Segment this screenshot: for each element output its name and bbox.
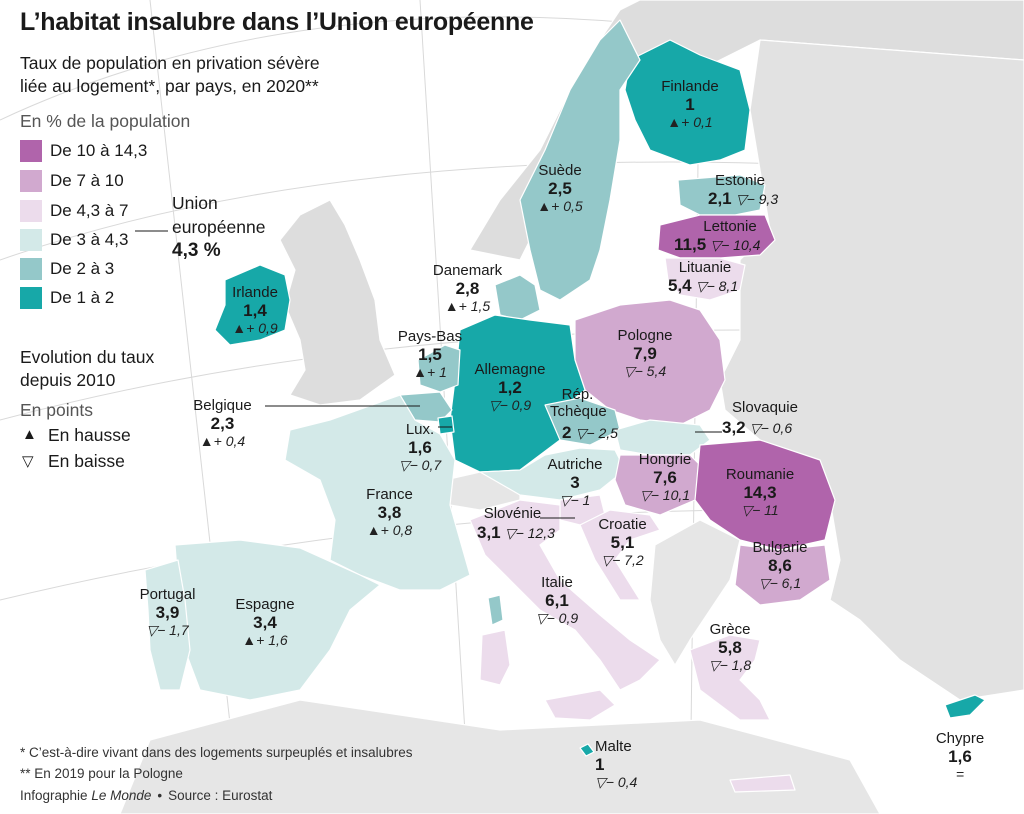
value-lettonie: 11,5 ▽− 10,4 — [674, 235, 761, 254]
label-belgique: Belgique 2,3 ▲+ 0,4 — [193, 397, 252, 449]
estonie-shape — [677, 174, 766, 216]
label-espagne: Espagne 3,4 ▲+ 1,6 — [235, 596, 295, 648]
legend-class-6: De 1 à 2 — [20, 287, 114, 309]
label-chypre: Chypre 1,6 = — [935, 730, 985, 782]
label-lettonie: Lettonie — [703, 218, 757, 235]
legend-class-3: De 4,3 à 7 — [20, 200, 128, 222]
evolution-line1: Evolution du taux — [20, 347, 155, 367]
lettonie-shape — [657, 214, 776, 259]
legend-class-2: De 7 à 10 — [20, 170, 124, 192]
legend-class-1: De 10 à 14,3 — [20, 140, 147, 162]
lux-shape — [437, 415, 455, 435]
grece-shape — [689, 634, 771, 721]
label-portugal: Portugal 3,9 ▽− 1,7 — [139, 586, 196, 638]
value-slovenie: 3,1 ▽− 12,3 — [477, 523, 555, 542]
eu-label-line1: Union — [172, 193, 218, 213]
uk-shape — [279, 199, 396, 406]
chypre-shape — [944, 694, 986, 719]
italie-shape — [469, 499, 661, 691]
malte-shape — [579, 743, 595, 757]
label-slovaquie: Slovaquie — [732, 399, 798, 416]
subtitle-line2: liée au logement*, par pays, en 2020** — [20, 76, 319, 96]
label-paysbas: Pays-Bas 1,5 ▲+ 1 — [397, 328, 463, 380]
portugal-shape — [144, 559, 191, 691]
legend-swatch — [20, 140, 42, 162]
value-slovaquie: 3,2 ▽− 0,6 — [722, 418, 793, 437]
label-lituanie: Lituanie — [678, 259, 732, 276]
paysbas-shape — [417, 344, 461, 393]
roumanie-shape — [694, 439, 836, 551]
label-malte: Malte 1 ▽− 0,4 — [595, 738, 638, 790]
label-lux: Lux. 1,6 ▽− 0,7 — [398, 421, 442, 473]
footnote-2: ** En 2019 pour la Pologne — [20, 766, 183, 781]
slovaquie-shape — [614, 419, 711, 456]
label-roumanie: Roumanie 14,3 ▽− 11 — [725, 466, 795, 518]
corse-shape — [487, 594, 504, 626]
label-danemark: Danemark 2,8 ▲+ 1,5 — [432, 262, 503, 314]
balkans-shape — [649, 519, 741, 666]
label-allemagne: Allemagne 1,2 ▽− 0,9 — [474, 361, 546, 413]
label-autriche: Autriche 3 ▽− 1 — [547, 456, 603, 508]
sardaigne-shape — [479, 629, 511, 686]
label-irlande: Irlande 1,4 ▲+ 0,9 — [232, 284, 278, 336]
up-triangle-icon: ▲ — [22, 426, 37, 443]
eu-value: 4,3 % — [172, 240, 221, 261]
bulgarie-shape — [734, 544, 831, 606]
danemark-shape — [494, 274, 541, 321]
credit: Infographie Le Monde • Source : Eurostat — [20, 788, 273, 803]
hongrie-shape — [614, 454, 706, 516]
legend-swatch — [20, 200, 42, 222]
irlande-shape — [214, 264, 291, 346]
label-tcheque-line1: Rép. Tchèque — [550, 386, 607, 420]
label-suede: Suède 2,5 ▲+ 0,5 — [537, 162, 583, 214]
legend-swatch — [20, 258, 42, 280]
footnote-1: * C’est-à-dire vivant dans des logements… — [20, 745, 413, 760]
crete-shape — [729, 774, 796, 793]
label-pologne: Pologne 7,9 ▽− 5,4 — [617, 327, 673, 379]
down-triangle-icon: ▽ — [22, 453, 34, 470]
africa-shape — [119, 699, 881, 814]
label-bulgarie: Bulgarie 8,6 ▽− 6,1 — [752, 539, 808, 591]
legend-swatch — [20, 229, 42, 251]
croatie-shape — [579, 509, 661, 601]
evolution-line2: depuis 2010 — [20, 370, 116, 390]
label-italie: Italie 6,1 ▽− 0,9 — [535, 574, 579, 626]
value-estonie: 2,1 ▽− 9,3 — [708, 189, 779, 208]
label-hongrie: Hongrie 7,6 ▽− 10,1 — [638, 451, 692, 503]
finlande-shape — [624, 39, 751, 166]
eu-label-line2: européenne — [172, 217, 266, 237]
evolution-unit: En points — [20, 400, 93, 420]
label-estonie: Estonie — [714, 172, 766, 189]
value-lituanie: 5,4 ▽− 8,1 — [668, 276, 739, 295]
label-grece: Grèce 5,8 ▽− 1,8 — [708, 621, 752, 673]
legend-class-4: De 3 à 4,3 — [20, 229, 128, 251]
legend-unit: En % de la population — [20, 111, 191, 131]
value-tcheque: 2 ▽− 2,5 — [562, 423, 618, 442]
label-finlande: Finlande 1 ▲+ 0,1 — [661, 78, 719, 130]
suede-shape — [519, 19, 641, 301]
subtitle-line1: Taux de population en privation sévère — [20, 53, 320, 73]
page-title: L’habitat insalubre dans l’Union europée… — [20, 8, 534, 36]
down-label: En baisse — [48, 451, 125, 471]
up-label: En hausse — [48, 425, 131, 445]
france-shape — [284, 394, 471, 591]
lituanie-shape — [664, 257, 746, 301]
label-france: France 3,8 ▲+ 0,8 — [366, 486, 413, 538]
label-croatie: Croatie 5,1 ▽− 7,2 — [598, 516, 647, 568]
label-slovenie: Slovénie — [483, 505, 542, 522]
sicile-shape — [544, 689, 616, 721]
legend-swatch — [20, 287, 42, 309]
legend-swatch — [20, 170, 42, 192]
legend-class-5: De 2 à 3 — [20, 258, 114, 280]
